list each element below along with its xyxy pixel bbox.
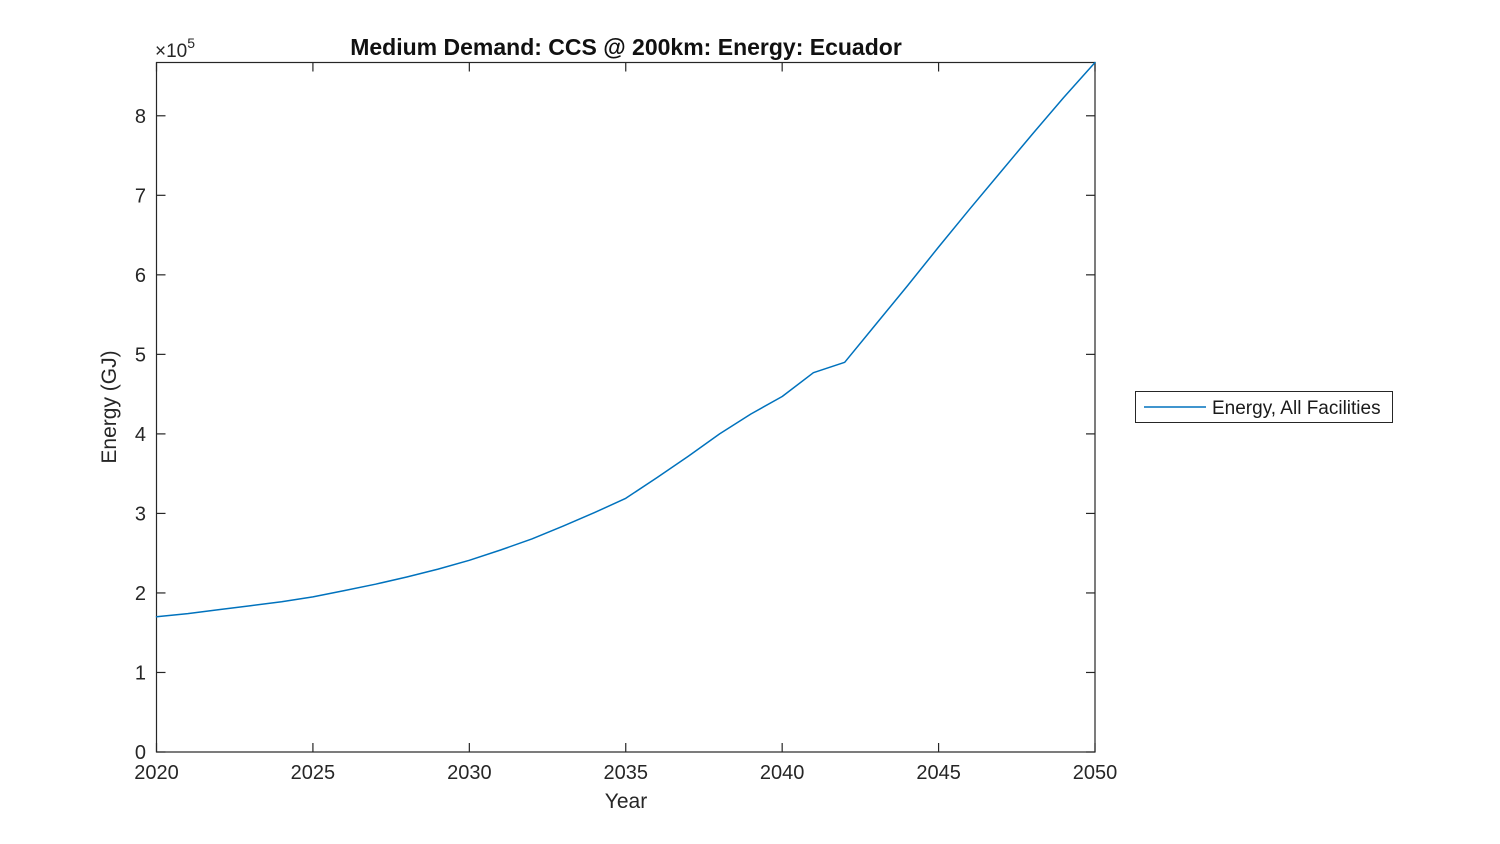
y-tick-label: 7 <box>135 185 146 207</box>
x-axis-label: Year <box>605 790 647 813</box>
y-tick-label: 0 <box>135 742 146 764</box>
y-tick-label: 2 <box>135 583 146 605</box>
plot-box <box>155 61 1096 753</box>
y-axis-offset-text: ×105 <box>155 35 195 62</box>
x-tick-label: 2030 <box>447 762 492 784</box>
y-axis-offset-exponent: 5 <box>187 35 195 51</box>
axis-ticks <box>155 62 1096 753</box>
y-tick-label: 5 <box>135 344 146 366</box>
x-tick-label: 2040 <box>760 762 805 784</box>
y-tick-label: 3 <box>135 503 146 525</box>
legend: Energy, All Facilities <box>1135 391 1393 423</box>
y-tick-label: 1 <box>135 662 146 684</box>
series-line-energy <box>155 61 1096 618</box>
x-tick-label: 2045 <box>916 762 961 784</box>
x-tick-label: 2035 <box>604 762 649 784</box>
chart-title: Medium Demand: CCS @ 200km: Energy: Ecua… <box>350 34 902 60</box>
legend-label: Energy, All Facilities <box>1212 398 1381 419</box>
axis-tick-labels: 2020 2025 2030 2035 2040 2045 2050 0 1 2 3 4 5 6 7 8 <box>134 106 1117 784</box>
y-tick-label: 4 <box>135 424 146 446</box>
y-axis-offset-base: ×10 <box>155 41 187 62</box>
y-axis-label: Energy (GJ) <box>98 350 121 463</box>
x-tick-label: 2025 <box>291 762 336 784</box>
y-tick-label: 6 <box>135 265 146 287</box>
x-tick-label: 2020 <box>134 762 179 784</box>
x-tick-label: 2050 <box>1073 762 1118 784</box>
y-tick-label: 8 <box>135 106 146 128</box>
